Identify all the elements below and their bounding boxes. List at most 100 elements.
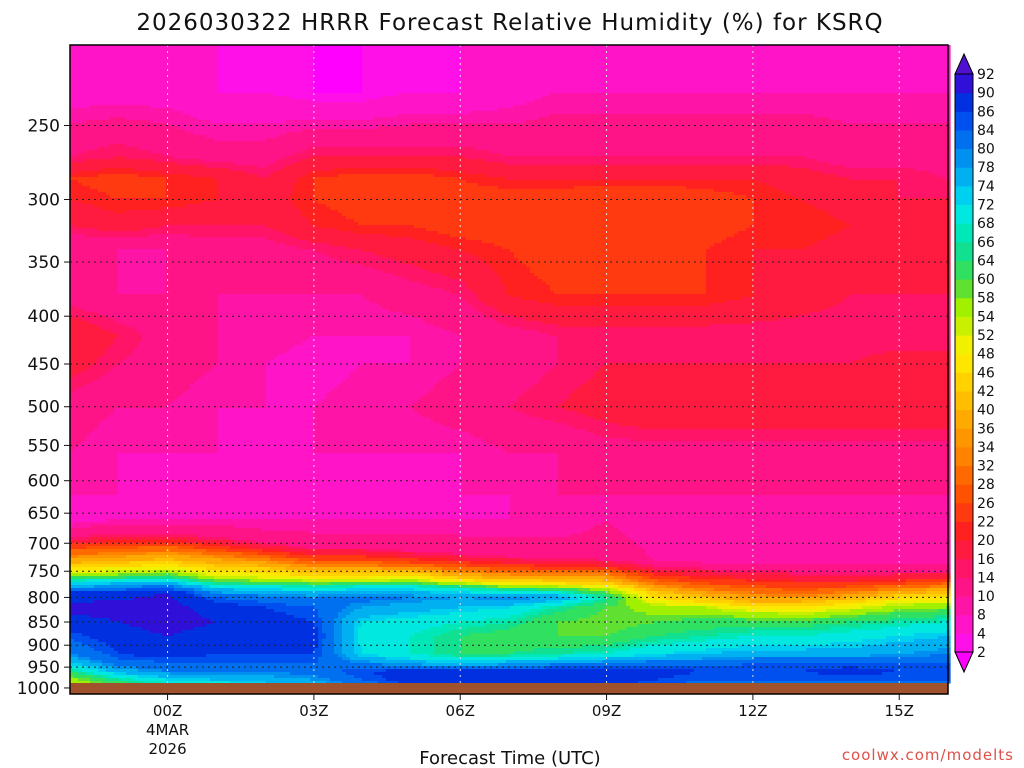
rh-cell	[70, 666, 75, 670]
rh-cell	[438, 660, 443, 664]
rh-cell	[114, 585, 119, 589]
rh-cell	[510, 558, 515, 565]
rh-cell	[298, 549, 303, 553]
rh-cell	[542, 570, 547, 574]
rh-cell	[430, 666, 435, 670]
rh-cell	[210, 549, 215, 553]
rh-cell	[90, 555, 95, 559]
rh-cell	[294, 570, 299, 577]
rh-cell	[154, 663, 159, 670]
rh-cell	[414, 579, 419, 583]
rh-cell	[198, 591, 203, 595]
rh-cell	[494, 555, 499, 559]
rh-cell	[406, 558, 411, 562]
rh-cell	[478, 597, 483, 601]
rh-cell	[258, 603, 263, 607]
rh-cell	[330, 591, 335, 595]
rh-cell	[482, 261, 487, 304]
rh-cell	[94, 237, 99, 313]
rh-cell	[226, 93, 231, 124]
rh-cell	[298, 663, 303, 676]
rh-cell	[302, 654, 307, 664]
rh-cell	[102, 618, 107, 643]
rh-cell	[134, 555, 139, 562]
rh-cell	[334, 582, 339, 586]
rh-cell	[154, 591, 159, 595]
rh-cell	[154, 537, 159, 541]
rh-cell	[406, 612, 411, 619]
rh-cell	[506, 621, 511, 631]
rh-cell	[362, 561, 367, 565]
rh-cell	[174, 657, 179, 664]
rh-cell	[106, 537, 111, 541]
rh-cell	[274, 162, 279, 172]
rh-cell	[186, 132, 191, 160]
rh-cell	[118, 570, 123, 574]
rh-cell	[366, 591, 371, 595]
rh-cell	[374, 672, 379, 676]
rh-cell	[154, 681, 159, 684]
rh-cell	[310, 558, 315, 562]
rh-cell	[530, 564, 535, 571]
rh-cell	[134, 549, 139, 553]
rh-cell	[450, 579, 455, 583]
rh-cell	[314, 177, 319, 202]
rh-cell	[374, 669, 379, 673]
rh-cell	[482, 666, 487, 670]
rh-cell	[134, 627, 139, 658]
rh-cell	[126, 678, 131, 682]
rh-cell	[186, 552, 191, 556]
rh-cell	[206, 177, 211, 202]
rh-cell	[70, 201, 75, 226]
rh-cell	[530, 537, 535, 559]
rh-cell	[430, 627, 435, 658]
rh-cell	[314, 681, 319, 684]
rh-cell	[366, 663, 371, 670]
rh-cell	[110, 537, 115, 541]
rh-cell	[350, 564, 355, 568]
rh-cell	[506, 606, 511, 610]
rh-cell	[270, 672, 275, 676]
rh-cell	[78, 642, 83, 658]
rh-cell	[158, 594, 163, 634]
rh-cell	[350, 594, 355, 598]
rh-cell	[242, 606, 247, 655]
rh-cell	[338, 93, 343, 103]
rh-cell	[490, 162, 495, 178]
rh-cell	[458, 621, 463, 631]
rh-cell	[466, 123, 471, 148]
rh-cell	[310, 294, 315, 337]
rh-cell	[302, 558, 307, 562]
rh-cell	[206, 663, 211, 673]
rh-cell	[290, 654, 295, 664]
rh-cell	[530, 570, 535, 574]
rh-cell	[286, 120, 291, 133]
rh-cell	[110, 564, 115, 568]
rh-cell	[510, 606, 515, 616]
rh-cell	[186, 537, 191, 544]
rh-cell	[190, 579, 195, 583]
rh-cell	[310, 147, 315, 157]
rh-cell	[506, 567, 511, 571]
rh-cell	[418, 174, 423, 229]
rh-cell	[210, 201, 215, 226]
rh-cell	[242, 591, 247, 595]
rh-cell	[526, 576, 531, 580]
rh-cell	[150, 294, 155, 409]
rh-cell	[222, 555, 227, 559]
rh-cell	[78, 537, 83, 541]
rh-cell	[230, 162, 235, 172]
rh-cell	[490, 669, 495, 684]
rh-cell	[234, 594, 239, 601]
rh-cell	[466, 159, 471, 175]
rh-cell	[462, 519, 467, 538]
rh-cell	[490, 519, 495, 538]
rh-cell	[550, 666, 555, 670]
rh-cell	[382, 657, 387, 664]
rh-cell	[258, 582, 263, 586]
rh-cell	[234, 225, 239, 238]
rh-cell	[382, 678, 387, 684]
rh-cell	[302, 576, 307, 580]
rh-cell	[162, 591, 167, 595]
rh-cell	[106, 318, 111, 331]
